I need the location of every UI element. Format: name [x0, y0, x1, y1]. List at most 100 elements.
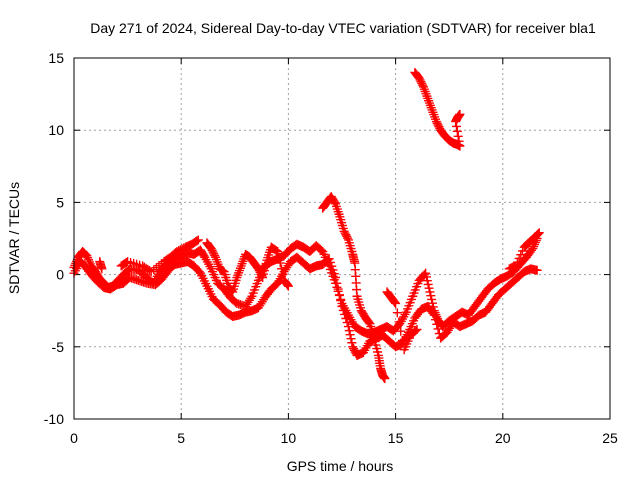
x-tick-label: 25 — [602, 430, 618, 446]
y-tick-label: 5 — [56, 194, 64, 210]
x-tick-label: 10 — [281, 430, 297, 446]
data-point — [411, 326, 421, 336]
data-point — [429, 310, 439, 320]
data-point — [333, 284, 343, 294]
data-point — [343, 233, 353, 243]
y-tick-label: 0 — [56, 267, 64, 283]
y-tick-label: 15 — [48, 50, 64, 66]
data-point — [364, 318, 374, 328]
data-point — [396, 326, 406, 336]
data-point — [455, 109, 465, 119]
data-point — [518, 246, 528, 256]
data-point — [334, 290, 344, 300]
data-point — [83, 253, 93, 263]
data-point — [341, 313, 351, 323]
data-point — [424, 283, 434, 293]
data-point — [325, 257, 335, 267]
data-point — [514, 253, 524, 263]
plot-frame — [73, 57, 611, 420]
data-point — [422, 276, 432, 286]
x-tick-label: 20 — [495, 430, 511, 446]
chart-title: Day 271 of 2024, Sidereal Day-to-day VTE… — [90, 20, 596, 36]
data-point — [283, 280, 293, 290]
data-point — [426, 291, 436, 301]
data-point — [532, 265, 542, 275]
data-point — [271, 246, 281, 256]
data-point — [210, 251, 220, 261]
data-point — [340, 309, 350, 319]
data-point — [199, 251, 209, 261]
data-point — [331, 272, 341, 282]
data-points — [69, 67, 544, 384]
data-point — [430, 315, 440, 325]
data-point — [516, 250, 526, 260]
data-point — [347, 338, 357, 348]
data-point — [528, 244, 538, 254]
data-point — [425, 287, 435, 297]
data-point — [328, 265, 338, 275]
data-point — [433, 324, 443, 334]
data-point — [529, 242, 539, 252]
x-tick-label: 5 — [177, 430, 185, 446]
data-point — [380, 374, 390, 384]
data-point — [278, 270, 288, 280]
data-point — [329, 269, 339, 279]
data-point — [534, 228, 544, 238]
data-point — [421, 272, 431, 282]
data-point — [412, 324, 422, 334]
data-point — [392, 308, 402, 318]
data-point — [193, 235, 203, 245]
data-point — [455, 141, 465, 151]
data-point — [342, 318, 352, 328]
data-point — [257, 271, 267, 281]
data-point — [391, 298, 401, 308]
data-point — [533, 229, 543, 239]
y-tick-label: -10 — [44, 411, 64, 427]
data-point — [452, 126, 462, 136]
data-point — [332, 278, 342, 288]
y-tick-label: 10 — [48, 122, 64, 138]
data-point — [511, 261, 521, 271]
data-point — [97, 264, 107, 274]
data-point — [421, 268, 431, 278]
data-point — [144, 266, 154, 276]
data-point — [344, 326, 354, 336]
data-point — [533, 229, 543, 239]
data-point — [343, 322, 353, 332]
data-point — [512, 257, 522, 267]
x-tick-label: 15 — [388, 430, 404, 446]
data-point — [390, 297, 400, 307]
data-point — [327, 261, 337, 271]
data-point — [277, 264, 287, 274]
data-point — [345, 330, 355, 340]
data-point — [346, 334, 356, 344]
data-point — [246, 293, 256, 303]
data-point — [84, 255, 94, 265]
x-tick-label: 0 — [70, 430, 78, 446]
data-point — [324, 254, 334, 264]
data-point — [453, 131, 463, 141]
data-point — [454, 136, 464, 146]
data-point — [84, 257, 94, 267]
data-point — [82, 251, 92, 261]
data-point — [527, 245, 537, 255]
data-point — [338, 305, 348, 315]
data-point — [336, 296, 346, 306]
tick-labels: 0 5 10 15 20 25 -10 -5 0 5 10 15 — [44, 50, 618, 446]
x-axis-label: GPS time / hours — [287, 458, 394, 474]
data-point — [423, 279, 433, 289]
data-point — [427, 298, 437, 308]
data-point — [337, 301, 347, 311]
data-point — [192, 236, 202, 246]
data-point — [418, 80, 428, 90]
data-point — [275, 258, 285, 268]
data-point — [427, 294, 437, 304]
y-axis-label: SDTVAR / TECUs — [6, 182, 22, 294]
data-point — [283, 281, 293, 291]
data-point — [273, 246, 283, 256]
y-tick-label: -5 — [52, 339, 65, 355]
data-point — [428, 308, 438, 318]
data-point — [432, 319, 442, 329]
